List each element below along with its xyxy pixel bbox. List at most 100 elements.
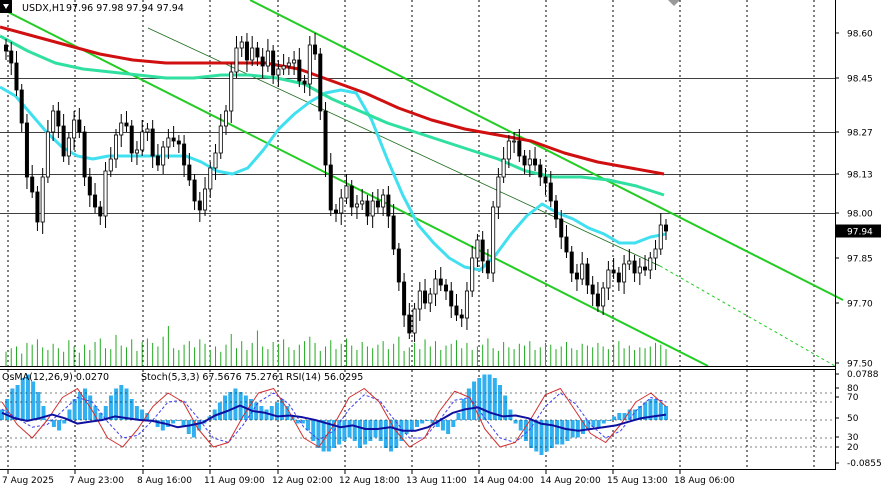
osma-histogram-bar [0, 409, 4, 420]
osma-histogram-bar [295, 420, 300, 424]
osma-histogram-bar [627, 409, 632, 420]
rsi-line [1, 404, 667, 432]
chart-shift-marker-icon[interactable] [668, 0, 680, 6]
osma-histogram-bar [171, 420, 176, 424]
candle-body [56, 110, 61, 127]
osma-histogram-bar [10, 388, 15, 420]
candle-body [260, 56, 265, 67]
osma-histogram-bar [108, 395, 113, 420]
osma-histogram-bar [389, 420, 394, 452]
osma-histogram-bar [124, 388, 129, 420]
candle-body [119, 122, 124, 136]
osma-histogram-bar [420, 420, 425, 424]
current-price-label: 97.94 [847, 228, 873, 238]
candle-body [208, 167, 213, 190]
price-tick-label: 98.27 [847, 129, 873, 139]
osma-histogram-bar [523, 420, 528, 441]
candle-body [82, 131, 87, 178]
candle-body [595, 293, 600, 307]
osma-histogram-bar [549, 420, 554, 448]
indicator-tick-label: 50 [847, 414, 859, 424]
candle-body [318, 53, 323, 112]
osma-histogram-bar [601, 420, 606, 424]
candle-body [114, 134, 119, 160]
osma-histogram-bar [46, 420, 51, 421]
candle-body [601, 287, 606, 307]
osma-histogram-bar [176, 420, 181, 421]
osma-histogram-bar [332, 420, 336, 448]
candle-body [643, 266, 648, 271]
candle-body [611, 269, 616, 274]
osma-histogram-bar [264, 409, 269, 420]
osma-histogram-bar [565, 420, 570, 441]
osma-histogram-bar [435, 420, 440, 427]
candle-body [66, 137, 71, 157]
osma-histogram-bar [93, 406, 98, 420]
osma-histogram-bar [415, 420, 419, 427]
osma-histogram-bar [383, 420, 388, 448]
osma-histogram-bar [518, 420, 523, 431]
channel-lower-line [0, 7, 709, 367]
candle-body [271, 50, 276, 76]
price-tick-label: 98.45 [847, 75, 873, 85]
candle-body [134, 149, 139, 154]
candle-body [244, 41, 249, 61]
osma-histogram-bar [197, 420, 202, 431]
osma-histogram-bar [228, 392, 233, 420]
osma-histogram-bar [575, 420, 580, 438]
osma-histogram-bar [648, 399, 653, 420]
candle-body [51, 110, 56, 133]
stoch-label: Stoch(5,3,3) 67.5676 75.2761 [141, 372, 284, 383]
candle-body [470, 257, 475, 292]
candle-body [386, 194, 391, 217]
candle-body [192, 179, 197, 202]
osma-histogram-bar [223, 395, 228, 420]
osma-histogram-bar [342, 420, 347, 441]
candle-body [527, 158, 532, 166]
osma-histogram-bar [98, 413, 103, 420]
candle-body [653, 248, 658, 259]
osma-histogram-bar [316, 420, 321, 448]
candle-body [459, 314, 464, 319]
candle-body [485, 260, 490, 274]
osma-histogram-bar [280, 399, 285, 420]
osma-histogram-bar [160, 420, 165, 431]
candle-body [150, 128, 155, 157]
osma-histogram-bar [404, 420, 409, 434]
candle-body [161, 146, 166, 166]
osma-histogram-bar [306, 420, 311, 431]
osma-histogram-bar [534, 420, 539, 452]
osma-histogram-bar [62, 420, 67, 424]
candle-body [286, 62, 291, 67]
candle-body [522, 155, 527, 166]
candle-body [548, 182, 553, 202]
channel-mid-line [147, 27, 661, 267]
indicator-tick-label: 70 [847, 393, 859, 403]
candle-body [176, 140, 181, 145]
osma-histogram-bar [409, 420, 414, 431]
time-tick-label: 13 Aug 11:00 [406, 476, 467, 486]
osma-histogram-bar [134, 406, 139, 420]
osma-histogram-bar [41, 406, 46, 420]
candle-body [574, 272, 579, 280]
candle-body [87, 176, 92, 196]
candle-body [533, 158, 538, 166]
candle-body [538, 164, 543, 178]
candle-body [433, 278, 438, 295]
osma-histogram-bar [25, 374, 30, 420]
candle-body [559, 218, 564, 238]
osma-histogram-bar [430, 420, 435, 424]
candle-body [333, 209, 338, 214]
candle-body [449, 290, 454, 307]
osma-histogram-bar [72, 399, 77, 420]
osma-histogram-bar [555, 420, 560, 445]
osma-histogram-bar [31, 381, 36, 420]
candle-body [370, 200, 375, 217]
moving-average-line [0, 34, 665, 197]
candle-body [171, 137, 176, 142]
indicator-tick-label: 0.0788 [847, 370, 879, 380]
candle-body [517, 140, 522, 157]
osma-histogram-bar [352, 420, 357, 441]
osma-histogram-bar [186, 420, 191, 434]
